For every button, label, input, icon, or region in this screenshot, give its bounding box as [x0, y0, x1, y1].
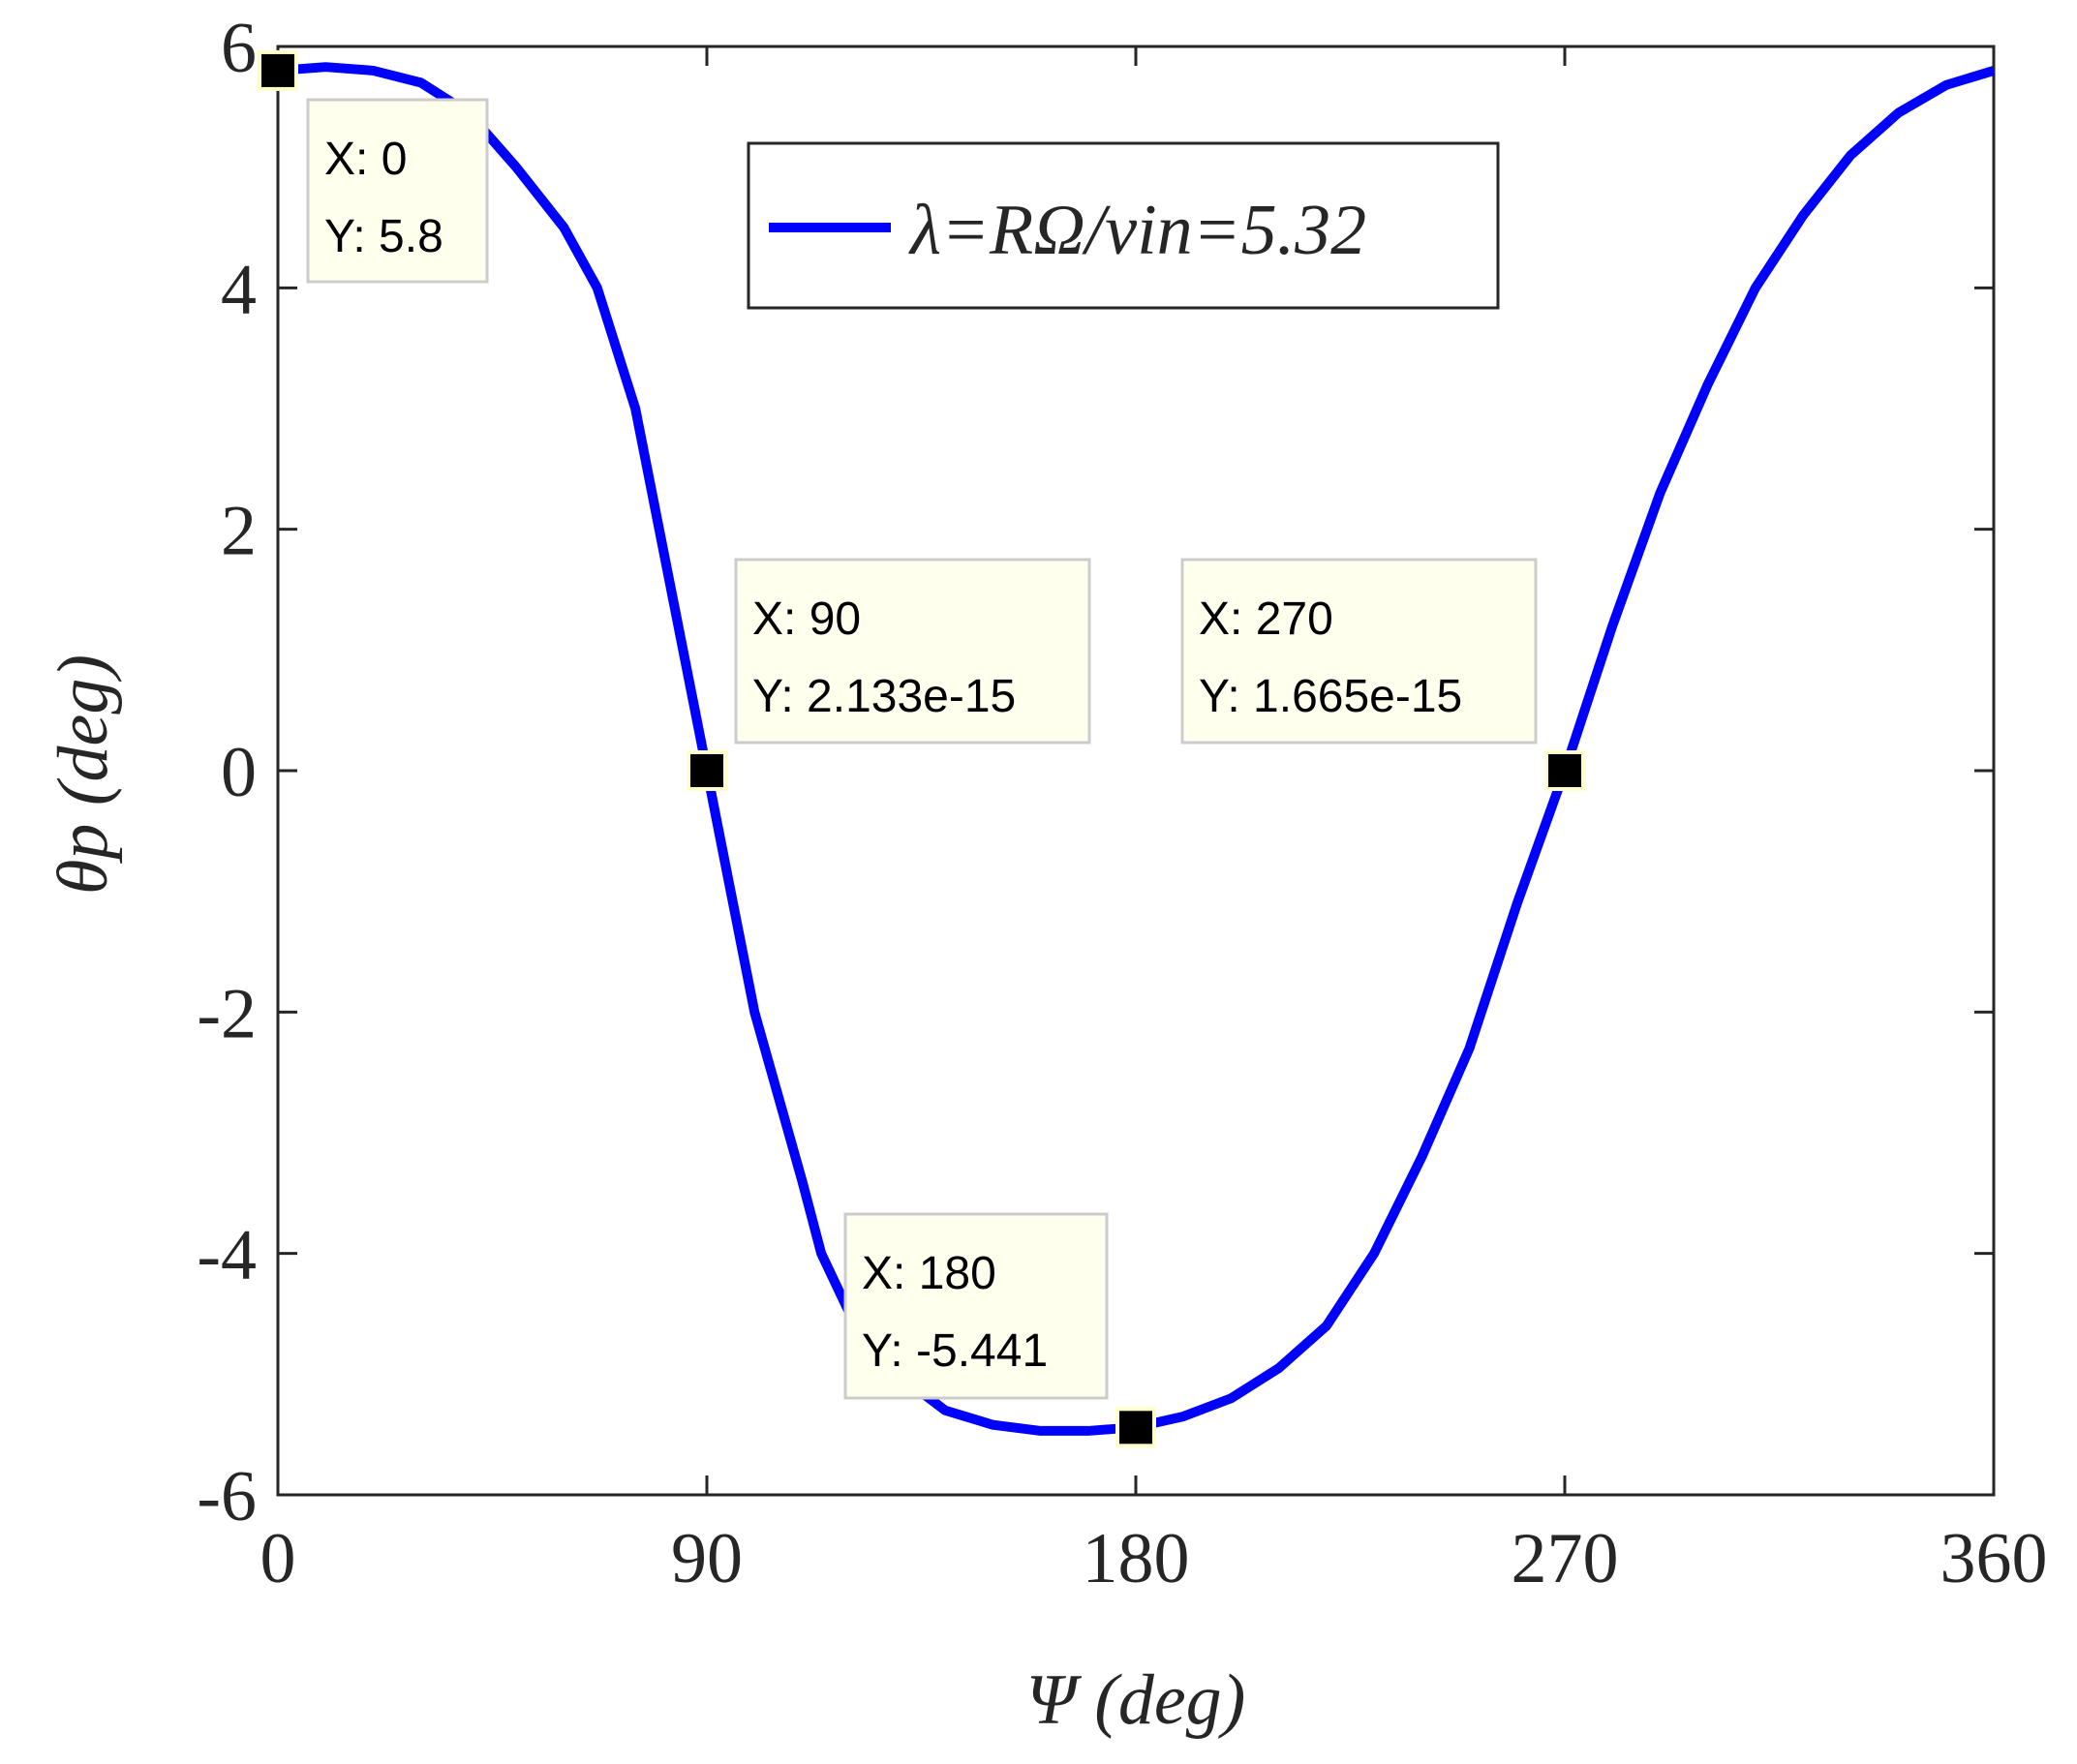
line: [277, 62, 1996, 1436]
y-tick-label: 4: [221, 250, 257, 329]
datatip-y: Y: 1.665e-15: [1199, 671, 1462, 722]
datatip-box: [1180, 558, 1538, 745]
datatip-marker: [687, 750, 727, 791]
datatip-marker: [258, 49, 298, 91]
y-tick-label: 2: [221, 492, 257, 571]
y-axis-label: θp (deg): [44, 654, 123, 895]
datatip-y: Y: -5.441: [862, 1325, 1048, 1377]
datatip-box: [843, 1212, 1109, 1400]
datatip-x: X: 270: [1199, 593, 1333, 645]
y-tick-label: -2: [197, 974, 257, 1053]
x-tick-label: 270: [1512, 1519, 1619, 1598]
datatip-x: X: 180: [862, 1248, 996, 1299]
x-axis-label: Ψ (deg): [1026, 1660, 1246, 1740]
y-tick-label: -4: [197, 1216, 257, 1295]
x-tick-label: 360: [1940, 1519, 2048, 1598]
x-tick-label: 180: [1083, 1519, 1190, 1598]
datatip-marker: [1544, 750, 1585, 791]
legend-label: λ=RΩ/vin=5.32: [908, 191, 1366, 270]
y-tick-label: -6: [197, 1457, 257, 1536]
datatip-x: X: 90: [752, 593, 861, 645]
datatip-marker: [1115, 1407, 1156, 1448]
x-tick-label: 0: [260, 1519, 296, 1598]
datatip-box: [734, 558, 1091, 745]
datatip-box: [306, 98, 489, 284]
y-tick-label: 0: [221, 733, 257, 812]
datatip-x: X: 0: [324, 134, 407, 185]
y-tick-label: 6: [221, 9, 257, 88]
datatip-y: Y: 5.8: [324, 211, 443, 262]
x-tick-label: 90: [671, 1519, 743, 1598]
datatip-y: Y: 2.133e-15: [752, 671, 1016, 722]
